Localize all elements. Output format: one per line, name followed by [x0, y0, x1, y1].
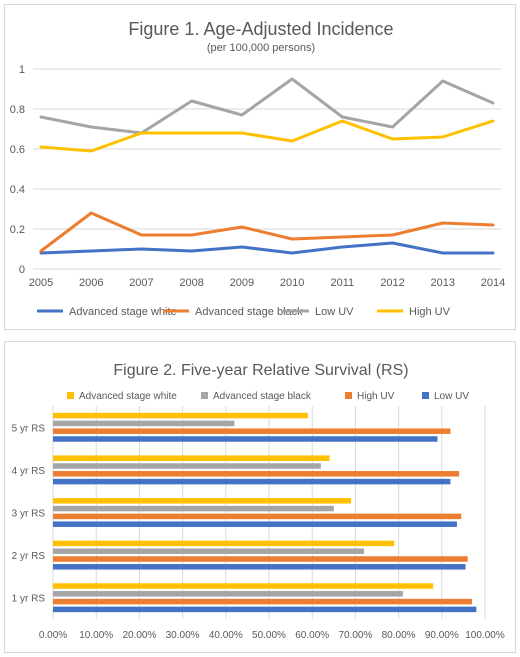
x-tick-label: 2007: [129, 277, 153, 289]
bar-advanced-stage-black: [53, 548, 365, 554]
y-tick-label: 1: [19, 64, 25, 76]
legend-swatch-high-uv: [345, 392, 352, 399]
legend-label-advanced-stage-black: Advanced stage black: [213, 391, 312, 402]
bar-advanced-stage-white: [53, 540, 395, 547]
y-tick-label: 5 yr RS: [12, 423, 46, 434]
bar-high-uv: [53, 428, 451, 434]
x-tick-label: 10.00%: [79, 630, 113, 641]
y-tick-label: 2 yr RS: [12, 551, 46, 562]
x-tick-label: 2011: [331, 277, 355, 289]
legend-swatch-advanced-stage-white: [67, 392, 74, 399]
chart-title: Figure 1. Age-Adjusted Incidence: [128, 19, 393, 39]
survival-bar-chart: Figure 2. Five-year Relative Survival (R…: [12, 362, 505, 641]
legend-swatch-low-uv: [422, 392, 429, 399]
y-tick-label: 0.8: [10, 104, 25, 116]
bar-advanced-stage-white: [53, 583, 434, 589]
series-line-high-uv: [39, 119, 495, 153]
bar-advanced-stage-white: [53, 498, 352, 504]
chart-title: Figure 2. Five-year Relative Survival (R…: [113, 362, 408, 379]
bar-high-uv: [53, 556, 468, 562]
bar-low-uv: [53, 606, 477, 613]
legend-label-advanced-stage-black: Advanced stage black: [195, 306, 303, 318]
x-tick-label: 2014: [481, 277, 505, 289]
x-tick-label: 30.00%: [166, 630, 200, 641]
bar-advanced-stage-black: [53, 420, 235, 427]
series-line-low-uv: [39, 77, 495, 135]
y-tick-label: 0.6: [10, 144, 25, 156]
incidence-line-chart: Figure 1. Age-Adjusted Incidence (per 10…: [10, 19, 506, 318]
bar-advanced-stage-black: [53, 505, 334, 512]
x-tick-label: 70.00%: [338, 630, 372, 641]
x-tick-label: 100.00%: [465, 630, 505, 641]
x-tick-label: 0.00%: [39, 630, 67, 641]
bar-low-uv: [53, 521, 457, 527]
survival-chart-panel: Figure 2. Five-year Relative Survival (R…: [4, 341, 516, 653]
y-tick-label: 1 yr RS: [12, 594, 46, 605]
y-tick-label: 0: [19, 264, 25, 276]
series-line-advanced-stage-black: [39, 211, 495, 253]
bar-high-uv: [53, 513, 462, 520]
x-tick-label: 2012: [380, 277, 404, 289]
x-tick-label: 50.00%: [252, 630, 286, 641]
chart-subtitle: (per 100,000 persons): [207, 42, 315, 54]
x-tick-label: 2013: [431, 277, 455, 289]
x-tick-label: 2008: [179, 277, 203, 289]
legend-label-advanced-stage-white: Advanced stage white: [69, 306, 177, 318]
x-tick-label: 80.00%: [382, 630, 416, 641]
x-tick-label: 90.00%: [425, 630, 459, 641]
bar-high-uv: [53, 471, 460, 477]
x-tick-label: 2009: [230, 277, 254, 289]
legend-label-low-uv: Low UV: [434, 391, 469, 402]
legend-swatch-advanced-stage-black: [201, 392, 208, 399]
x-tick-label: 2010: [280, 277, 304, 289]
x-tick-label: 60.00%: [295, 630, 329, 641]
legend-label-high-uv: High UV: [357, 391, 395, 402]
legend-label-low-uv: Low UV: [315, 306, 354, 318]
y-tick-label: 3 yr RS: [12, 509, 46, 520]
bar-low-uv: [53, 478, 451, 485]
bar-high-uv: [53, 598, 473, 605]
legend-label-high-uv: High UV: [409, 306, 451, 318]
x-tick-label: 2005: [29, 277, 53, 289]
x-tick-label: 2006: [79, 277, 103, 289]
y-tick-label: 0.4: [10, 184, 25, 196]
series-line-advanced-stage-white: [39, 241, 495, 255]
legend-label-advanced-stage-white: Advanced stage white: [79, 391, 177, 402]
bar-low-uv: [53, 564, 466, 570]
bar-advanced-stage-white: [53, 455, 330, 461]
bar-advanced-stage-black: [53, 463, 321, 469]
x-tick-label: 20.00%: [122, 630, 156, 641]
x-tick-label: 40.00%: [209, 630, 243, 641]
bar-advanced-stage-white: [53, 412, 308, 419]
y-tick-label: 4 yr RS: [12, 466, 46, 477]
bar-advanced-stage-black: [53, 591, 403, 597]
y-tick-label: 0.2: [10, 224, 25, 236]
bar-low-uv: [53, 436, 438, 442]
incidence-chart-panel: Figure 1. Age-Adjusted Incidence (per 10…: [4, 4, 516, 330]
